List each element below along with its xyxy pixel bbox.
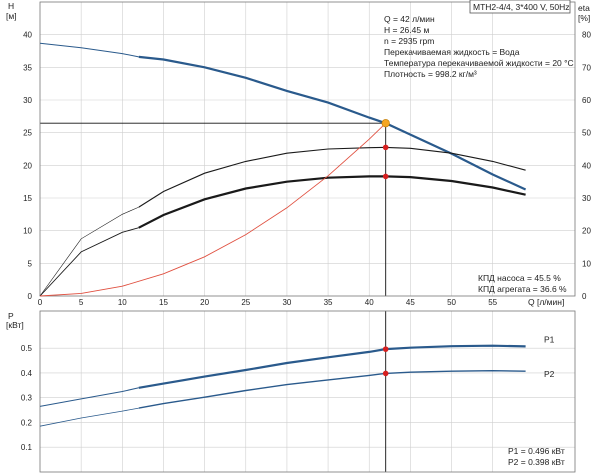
x-tick-label: 25	[241, 298, 250, 307]
h-tick-label: 30	[23, 96, 32, 105]
info-line-h: H = 26.45 м	[384, 25, 429, 35]
model-box	[469, 0, 571, 14]
eta-tick-label: 0	[582, 292, 587, 301]
head-curve-low	[39, 42, 139, 58]
info-line-density: Плотность = 998.2 кг/м³	[384, 69, 477, 79]
eta-tick-label: 80	[582, 31, 591, 40]
curves	[39, 42, 527, 427]
x-tick-label: 30	[282, 298, 291, 307]
eta-pump-curve-low	[39, 206, 139, 297]
h-axis-title: H	[8, 1, 14, 11]
eta-tick-label: 10	[582, 259, 591, 268]
x-tick-label: 20	[200, 298, 209, 307]
x-tick-label: 50	[447, 298, 456, 307]
x-tick-label: 45	[406, 298, 415, 307]
eta-axis-unit: [%]	[578, 13, 590, 23]
eta-tick-label: 50	[582, 129, 591, 138]
system-curve	[39, 122, 387, 297]
x-tick-label: 0	[38, 298, 43, 307]
eta-pump-curve	[138, 146, 526, 208]
info-line-q: Q = 42 л/мин	[384, 14, 435, 24]
h-tick-label: 15	[23, 194, 32, 203]
bottom-plot-frame	[39, 310, 576, 473]
info-block: Q = 42 л/мин H = 26.45 м n = 2935 rpm Пе…	[384, 14, 574, 79]
x-tick-label: 10	[118, 298, 127, 307]
p1-value-label: P1 = 0.496 кВт	[508, 446, 565, 456]
eta-unit-label: КПД агрегата = 36.6 %	[478, 284, 567, 294]
q-axis-title: Q [л/мин]	[528, 297, 564, 307]
p2-value-label: P2 = 0.398 кВт	[508, 457, 565, 467]
x-tick-label: 5	[79, 298, 84, 307]
p1-curve-low	[39, 387, 139, 407]
eta-tick-label: 60	[582, 96, 591, 105]
x-tick-label: 35	[324, 298, 333, 307]
p-axis-unit: [кВт]	[6, 320, 24, 330]
power-marker	[382, 346, 389, 352]
eta-tick-label: 30	[582, 194, 591, 203]
p2-series-label: P2	[544, 369, 555, 379]
grid	[40, 2, 575, 472]
top-plot-frame	[39, 1, 576, 297]
p-tick-label: 0.1	[21, 443, 33, 452]
eta-pump-label: КПД насоса = 45.5 %	[478, 273, 561, 283]
info-line-n: n = 2935 rpm	[384, 36, 434, 46]
eta-unit-curve-low	[39, 227, 139, 297]
info-line-temp: Температура перекачиваемой жидкости = 20…	[384, 58, 574, 68]
eta-tick-label: 40	[582, 161, 591, 170]
p-tick-label: 0.4	[21, 369, 33, 378]
p1-curve	[138, 344, 526, 389]
p-tick-label: 0.2	[21, 418, 33, 427]
p-axis-title: P	[8, 311, 14, 321]
h-tick-label: 25	[23, 129, 32, 138]
model-label: MTH2-4/4, 3*400 V, 50Hz	[473, 2, 570, 12]
eta-marker	[382, 144, 389, 151]
points	[381, 119, 390, 377]
power-marker	[382, 370, 389, 377]
h-tick-label: 5	[28, 259, 33, 268]
eta-unit-curve	[138, 175, 526, 229]
operating-point	[381, 119, 390, 128]
x-tick-label: 15	[159, 298, 168, 307]
p-tick-label: 0.3	[21, 394, 33, 403]
h-tick-label: 40	[23, 31, 32, 40]
h-tick-label: 35	[23, 63, 32, 72]
eta-tick-label: 20	[582, 227, 591, 236]
h-tick-label: 10	[23, 227, 32, 236]
p2-curve	[138, 369, 526, 409]
h-tick-label: 0	[28, 292, 33, 301]
eta-axis-title: eta	[578, 3, 590, 13]
h-axis-unit: [м]	[6, 11, 17, 21]
h-tick-label: 20	[23, 161, 32, 170]
x-tick-label: 40	[365, 298, 374, 307]
info-line-liquid: Перекачиваемая жидкость = Вода	[384, 47, 520, 57]
head-curve	[138, 55, 527, 191]
eta-marker	[382, 173, 389, 180]
x-tick-label: 55	[488, 298, 497, 307]
p-tick-label: 0.5	[21, 344, 33, 353]
p2-curve-low	[39, 407, 139, 427]
eta-tick-label: 70	[582, 63, 591, 72]
axes: 0 5 10 15 20 25 30 35 40 45 50 55 0 5 10 15 20 25 30 35 40 0 1…	[6, 1, 591, 473]
p1-series-label: P1	[544, 334, 555, 344]
